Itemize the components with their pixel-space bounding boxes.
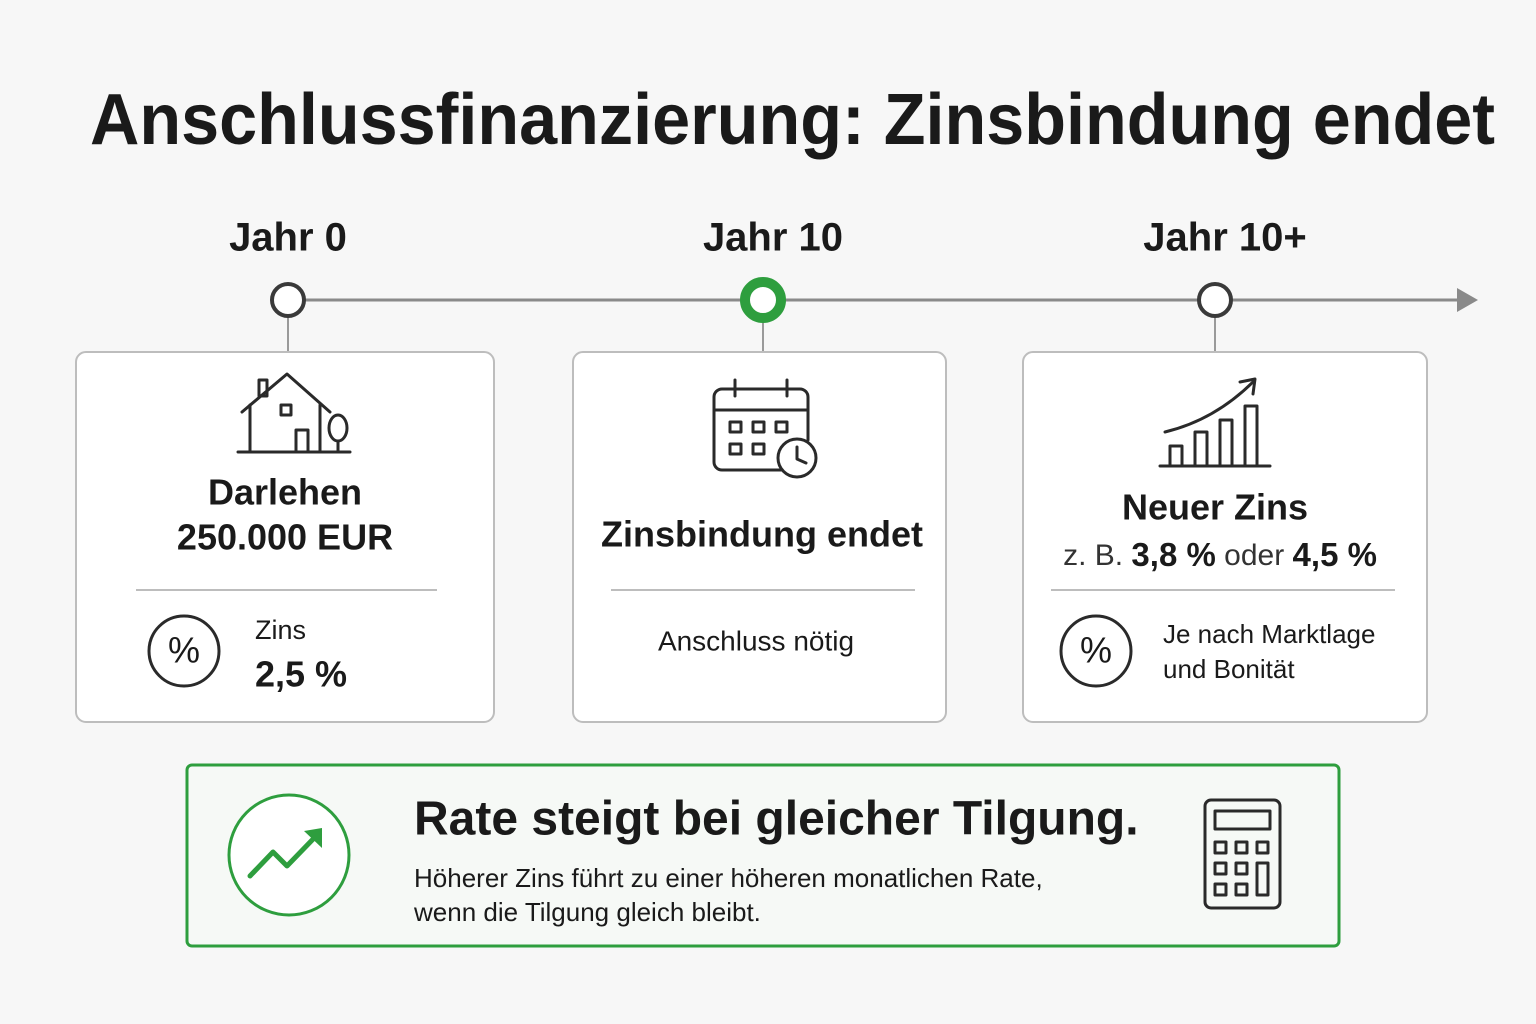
card-heading: Zinsbindung endet xyxy=(601,514,923,555)
card-heading: Darlehen xyxy=(208,472,362,513)
timeline-arrow xyxy=(1457,288,1478,312)
calendar-icon xyxy=(712,378,818,479)
callout-frame xyxy=(185,763,1341,948)
subline-rate: 4,5 % xyxy=(1293,536,1377,573)
growth-chart-icon xyxy=(1158,377,1272,468)
svg-text:%: % xyxy=(168,630,200,671)
subline-text: oder xyxy=(1224,539,1284,572)
callout-body: wenn die Tilgung gleich bleibt. xyxy=(413,897,761,927)
trend-icon xyxy=(227,793,351,917)
svg-text:%: % xyxy=(1080,630,1112,671)
card-subline: z. B. 3,8 % oder 4,5 % xyxy=(1063,536,1377,573)
card-heading: Neuer Zins xyxy=(1122,487,1308,528)
timeline-node xyxy=(1197,282,1233,318)
subline-rate: 3,8 % xyxy=(1131,536,1215,573)
timeline: Jahr 0 Jahr 10 Jahr 10+ xyxy=(229,216,1478,352)
timeline-label: Jahr 0 xyxy=(229,216,347,260)
card-frame xyxy=(75,351,495,723)
card-frame xyxy=(572,351,947,723)
house-icon xyxy=(236,372,352,454)
detail-text: und Bonität xyxy=(1163,654,1295,684)
card: Darlehen 250.000 EUR % Zins 2,5 % xyxy=(75,351,495,723)
timeline-node xyxy=(270,282,306,318)
percent-icon: % xyxy=(1059,614,1133,688)
detail-text: Anschluss nötig xyxy=(658,625,854,656)
timeline-node-active xyxy=(740,277,786,323)
callout: Rate steigt bei gleicher Tilgung. Höhere… xyxy=(185,763,1341,948)
percent-icon: % xyxy=(147,614,221,688)
subline-text: z. B. xyxy=(1063,539,1123,572)
timeline-label: Jahr 10+ xyxy=(1143,216,1306,260)
card-heading: 250.000 EUR xyxy=(177,517,393,558)
callout-title: Rate steigt bei gleicher Tilgung. xyxy=(414,793,1139,846)
card: Neuer Zins z. B. 3,8 % oder 4,5 % % Je n… xyxy=(1022,351,1428,723)
callout-body: Höherer Zins führt zu einer höheren mona… xyxy=(414,863,1043,893)
card: Zinsbindung endet Anschluss nötig xyxy=(572,351,947,723)
calculator-icon xyxy=(1203,798,1282,910)
detail-text: Je nach Marktlage xyxy=(1163,619,1375,649)
timeline-label: Jahr 10 xyxy=(703,216,843,260)
title: Anschlussfinanzierung: Zinsbindung endet xyxy=(90,80,1495,160)
detail-label: Zins xyxy=(255,615,306,645)
detail-value: 2,5 % xyxy=(255,654,347,695)
